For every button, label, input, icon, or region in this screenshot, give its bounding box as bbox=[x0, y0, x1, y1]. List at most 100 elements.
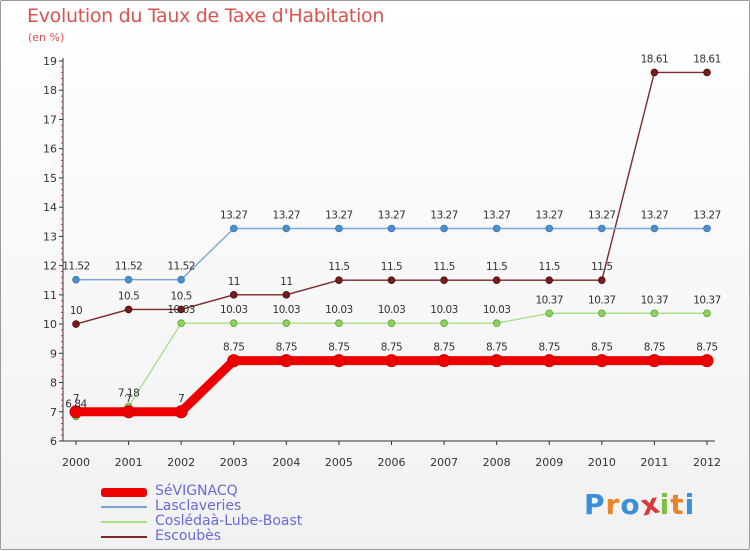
data-label: 10.37 bbox=[588, 294, 616, 306]
data-point bbox=[282, 291, 291, 299]
data-label: 8.75 bbox=[223, 342, 244, 354]
x-tick-label: 2002 bbox=[167, 456, 195, 469]
data-label: 8.75 bbox=[644, 342, 665, 354]
series-points bbox=[69, 68, 714, 421]
y-tick-label: 7 bbox=[50, 406, 57, 419]
data-label: 10.37 bbox=[693, 294, 721, 306]
data-label: 13.27 bbox=[220, 209, 248, 221]
data-label: 11 bbox=[228, 276, 240, 288]
data-label: 18.61 bbox=[641, 53, 669, 65]
logo-letter: t bbox=[670, 488, 685, 521]
data-point bbox=[229, 291, 238, 299]
data-point bbox=[177, 275, 185, 284]
y-tick-label: 14 bbox=[43, 201, 57, 214]
data-label: 13.27 bbox=[483, 209, 511, 221]
logo-letter: i bbox=[659, 488, 671, 521]
data-point bbox=[387, 319, 396, 328]
data-point bbox=[545, 276, 554, 285]
data-label: 11.52 bbox=[167, 261, 195, 273]
y-tick-label: 9 bbox=[50, 347, 57, 360]
data-label: 8.75 bbox=[276, 342, 297, 354]
data-point bbox=[492, 276, 501, 285]
y-tick-label: 6 bbox=[50, 435, 57, 448]
x-tick-label: 2003 bbox=[220, 456, 248, 469]
data-label: 10.03 bbox=[220, 304, 248, 316]
x-tick-label: 2008 bbox=[483, 456, 511, 469]
data-point bbox=[650, 224, 659, 233]
data-label: 10.5 bbox=[118, 290, 139, 302]
data-label: 8.75 bbox=[696, 342, 717, 354]
proxiti-logo: Proxiti bbox=[584, 486, 696, 522]
y-tick-label: 15 bbox=[43, 172, 57, 185]
legend-swatch bbox=[101, 506, 147, 508]
data-point bbox=[492, 224, 501, 233]
y-tick-label: 13 bbox=[43, 230, 57, 243]
data-point bbox=[542, 354, 556, 368]
x-tick-label: 2004 bbox=[272, 456, 300, 469]
data-label: 11.5 bbox=[328, 261, 349, 273]
data-label: 13.27 bbox=[325, 209, 353, 221]
data-point bbox=[595, 354, 609, 368]
data-label: 18.61 bbox=[693, 53, 721, 65]
y-tick-label: 8 bbox=[50, 377, 57, 390]
series-line bbox=[75, 71, 708, 325]
data-point bbox=[279, 354, 293, 368]
data-point bbox=[124, 305, 133, 314]
data-point bbox=[703, 309, 711, 318]
data-point bbox=[229, 319, 238, 328]
data-point bbox=[647, 354, 661, 368]
data-label: 8.75 bbox=[591, 342, 612, 354]
y-tick-label: 17 bbox=[43, 113, 57, 126]
data-point bbox=[545, 224, 554, 233]
data-point bbox=[703, 224, 711, 233]
data-point bbox=[174, 405, 188, 419]
data-point bbox=[545, 309, 554, 318]
logo-letter: r bbox=[605, 488, 621, 521]
data-label: 6.84 bbox=[65, 398, 87, 410]
data-point bbox=[598, 224, 606, 233]
data-point bbox=[598, 309, 606, 318]
data-label: 10.03 bbox=[430, 304, 458, 316]
data-point bbox=[385, 354, 398, 368]
data-point bbox=[437, 354, 451, 368]
data-label: 13.27 bbox=[535, 209, 563, 221]
y-tick-label: 10 bbox=[43, 318, 57, 331]
logo-letter: i bbox=[684, 488, 696, 521]
data-point bbox=[282, 224, 291, 233]
data-label: 10.03 bbox=[167, 304, 195, 316]
data-point bbox=[387, 224, 396, 233]
data-label: 10.37 bbox=[535, 294, 563, 306]
x-tick-label: 2001 bbox=[115, 456, 143, 469]
data-label: 10.03 bbox=[273, 304, 301, 316]
data-point bbox=[122, 405, 136, 419]
data-label: 10.5 bbox=[170, 290, 191, 302]
data-point bbox=[440, 276, 448, 285]
data-label: 8.75 bbox=[539, 342, 560, 354]
data-label: 11.5 bbox=[539, 261, 560, 273]
x-tick-label: 2006 bbox=[378, 456, 406, 469]
legend-label: SéVIGNACQ bbox=[155, 483, 238, 499]
data-point bbox=[177, 305, 185, 314]
y-tick-label: 18 bbox=[43, 84, 57, 97]
legend-label: Escoubès bbox=[155, 528, 222, 544]
data-point bbox=[335, 276, 343, 285]
data-point bbox=[72, 275, 80, 284]
data-point bbox=[335, 224, 343, 233]
data-label: 10.03 bbox=[325, 304, 353, 316]
data-point bbox=[598, 276, 606, 285]
data-label: 7 bbox=[178, 393, 184, 405]
data-label: 8.75 bbox=[328, 342, 349, 354]
logo-letter: o bbox=[620, 488, 641, 521]
legend-swatch bbox=[101, 536, 147, 538]
data-point bbox=[387, 276, 396, 285]
data-point bbox=[72, 320, 80, 328]
data-point bbox=[440, 319, 448, 328]
legend-label: Lasclaveries bbox=[155, 498, 242, 514]
data-label: 13.27 bbox=[273, 209, 301, 221]
y-tick-label: 11 bbox=[43, 289, 57, 302]
data-label: 13.27 bbox=[588, 209, 616, 221]
data-label: 11.52 bbox=[62, 261, 90, 273]
x-tick-label: 2011 bbox=[640, 456, 668, 469]
x-tick-label: 2012 bbox=[693, 456, 721, 469]
